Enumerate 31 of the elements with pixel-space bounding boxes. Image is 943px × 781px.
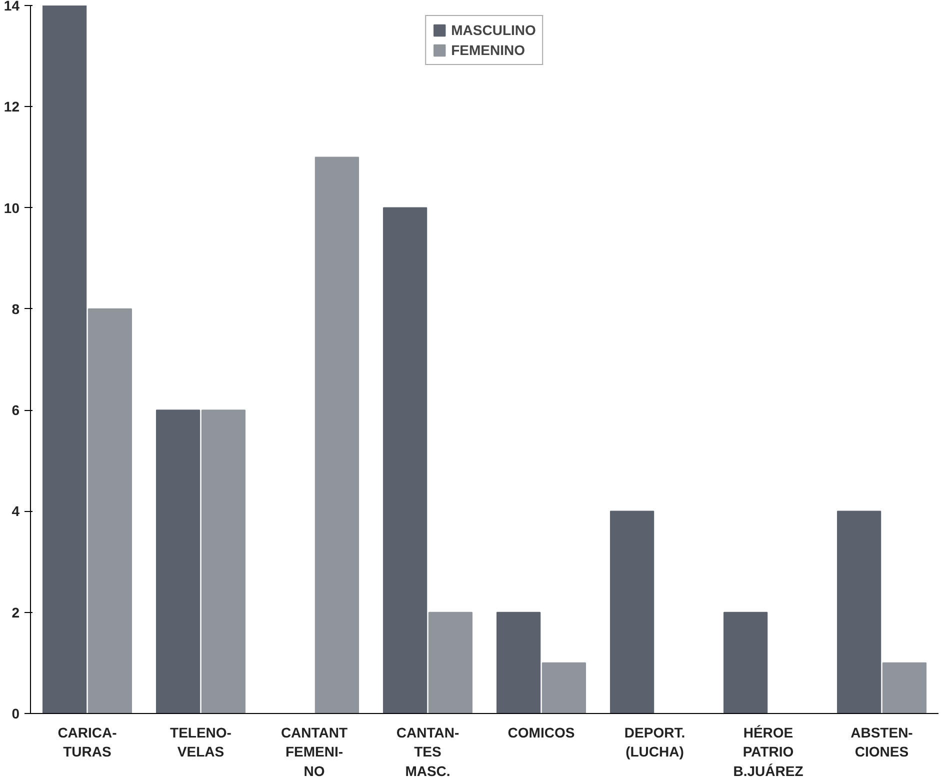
y-tick-label: 12	[4, 98, 20, 115]
x-tick-label: HÉROE PATRIO B.JUÁREZ	[733, 724, 804, 779]
y-tick-label: 6	[12, 402, 20, 418]
bar	[610, 510, 654, 714]
bar	[428, 612, 473, 714]
y-tick-label: 2	[12, 604, 20, 620]
bar	[542, 662, 586, 714]
x-tick-label: ABSTEN- CIONES	[850, 724, 914, 760]
y-tick-label: 14	[4, 0, 20, 14]
bar	[314, 156, 360, 714]
bar	[42, 6, 87, 714]
x-tick-label: TELENO- VELAS	[170, 724, 232, 760]
bar	[882, 662, 927, 714]
x-tick-label: CARICA- TURAS	[58, 724, 118, 760]
bar	[156, 410, 200, 714]
x-tick-label: COMICOS	[508, 724, 575, 740]
bar	[382, 207, 428, 714]
y-tick-label: 10	[4, 200, 20, 216]
x-tick-label: CANTAN- TES MASC.	[396, 724, 460, 779]
legend-label: FEMENINO	[451, 42, 525, 58]
bar	[723, 612, 768, 714]
bar	[496, 612, 541, 714]
legend-label: MASCULINO	[451, 22, 536, 38]
bar	[836, 510, 882, 714]
bar	[88, 308, 132, 714]
y-tick-label: 8	[12, 300, 20, 317]
y-tick-label: 4	[12, 503, 20, 520]
y-tick-label: 0	[12, 706, 20, 722]
x-tick-label: CANTANT FEMENI- NO	[280, 724, 348, 779]
bar	[201, 410, 246, 714]
x-tick-label: DEPORT. (LUCHA)	[624, 724, 686, 760]
